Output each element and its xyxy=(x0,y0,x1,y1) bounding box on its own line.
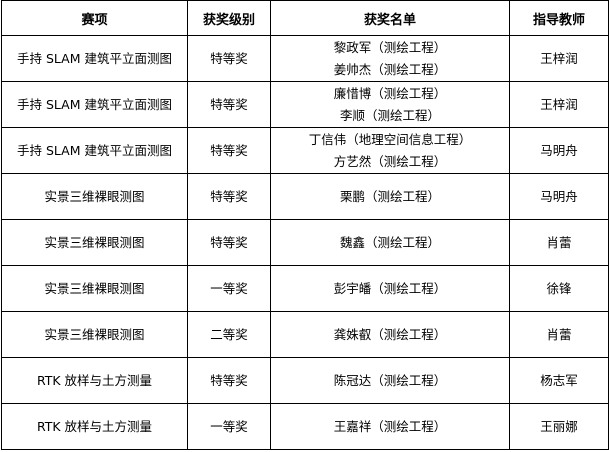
table-row: 实景三维裸眼测图 特等奖 魏鑫（测绘工程） 肖蕾 xyxy=(1,219,609,266)
event-cell: 实景三维裸眼测图 xyxy=(1,311,188,358)
level-cell: 特等奖 xyxy=(187,127,271,174)
level-cell: 一等奖 xyxy=(187,403,271,450)
level-cell: 特等奖 xyxy=(187,35,271,82)
winners-cell: 栗鹏（测绘工程） xyxy=(270,173,510,220)
winners-cell: 丁信伟（地理空间信息工程） 方艺然（测绘工程） xyxy=(270,127,510,174)
event-cell: 实景三维裸眼测图 xyxy=(1,265,188,312)
winner-name: 李顺（测绘工程） xyxy=(339,107,440,123)
advisor-cell: 杨志军 xyxy=(509,357,609,404)
winner-name: 姜帅杰（测绘工程） xyxy=(333,61,447,77)
event-cell: RTK 放样与土方测量 xyxy=(1,403,188,450)
event-cell: 实景三维裸眼测图 xyxy=(1,219,188,266)
winner-name: 廉惜博（测绘工程） xyxy=(333,85,447,101)
header-advisor: 指导教师 xyxy=(509,0,609,36)
header-winners: 获奖名单 xyxy=(270,0,510,36)
level-cell: 特等奖 xyxy=(187,173,271,220)
advisor-cell: 马明舟 xyxy=(509,173,609,220)
table-row: RTK 放样与土方测量 特等奖 陈冠达（测绘工程） 杨志军 xyxy=(1,357,609,404)
winner-name: 王嘉祥（测绘工程） xyxy=(333,418,447,434)
winners-cell: 魏鑫（测绘工程） xyxy=(270,219,510,266)
event-cell: RTK 放样与土方测量 xyxy=(1,357,188,404)
winner-name: 栗鹏（测绘工程） xyxy=(339,188,440,204)
header-row: 赛项 获奖级别 获奖名单 指导教师 xyxy=(1,0,609,36)
level-cell: 特等奖 xyxy=(187,81,271,128)
winners-cell: 廉惜博（测绘工程） 李顺（测绘工程） xyxy=(270,81,510,128)
advisor-cell: 王梓润 xyxy=(509,35,609,82)
advisor-cell: 肖蕾 xyxy=(509,311,609,358)
event-cell: 实景三维裸眼测图 xyxy=(1,173,188,220)
winners-cell: 彭宇皤（测绘工程） xyxy=(270,265,510,312)
level-cell: 二等奖 xyxy=(187,311,271,358)
table-row: 手持 SLAM 建筑平立面测图 特等奖 丁信伟（地理空间信息工程） 方艺然（测绘工程）… xyxy=(1,127,609,174)
table-row: 手持 SLAM 建筑平立面测图 特等奖 廉惜博（测绘工程） 李顺（测绘工程） 王梓润 xyxy=(1,81,609,128)
winner-name: 陈冠达（测绘工程） xyxy=(333,372,447,388)
table-row: 实景三维裸眼测图 特等奖 栗鹏（测绘工程） 马明舟 xyxy=(1,173,609,220)
winner-name: 丁信伟（地理空间信息工程） xyxy=(308,131,472,147)
advisor-cell: 王丽娜 xyxy=(509,403,609,450)
event-cell: 手持 SLAM 建筑平立面测图 xyxy=(1,81,188,128)
advisor-cell: 肖蕾 xyxy=(509,219,609,266)
event-cell: 手持 SLAM 建筑平立面测图 xyxy=(1,127,188,174)
level-cell: 特等奖 xyxy=(187,357,271,404)
table-row: 手持 SLAM 建筑平立面测图 特等奖 黎政军（测绘工程） 姜帅杰（测绘工程） 王梓润 xyxy=(1,35,609,82)
winner-name: 黎政军（测绘工程） xyxy=(333,39,447,55)
advisor-cell: 王梓润 xyxy=(509,81,609,128)
winner-name: 魏鑫（测绘工程） xyxy=(339,234,440,250)
level-cell: 特等奖 xyxy=(187,219,271,266)
level-cell: 一等奖 xyxy=(187,265,271,312)
table-row: 实景三维裸眼测图 一等奖 彭宇皤（测绘工程） 徐锋 xyxy=(1,265,609,312)
table-row: 实景三维裸眼测图 二等奖 龚姝叡（测绘工程） 肖蕾 xyxy=(1,311,609,358)
advisor-cell: 马明舟 xyxy=(509,127,609,174)
winner-name: 彭宇皤（测绘工程） xyxy=(333,280,447,296)
winners-cell: 王嘉祥（测绘工程） xyxy=(270,403,510,450)
winner-name: 龚姝叡（测绘工程） xyxy=(333,326,447,342)
header-level: 获奖级别 xyxy=(187,0,271,36)
header-event: 赛项 xyxy=(1,0,188,36)
winners-cell: 陈冠达（测绘工程） xyxy=(270,357,510,404)
table-row: RTK 放样与土方测量 一等奖 王嘉祥（测绘工程） 王丽娜 xyxy=(1,403,609,450)
advisor-cell: 徐锋 xyxy=(509,265,609,312)
winner-name: 方艺然（测绘工程） xyxy=(333,153,447,169)
event-cell: 手持 SLAM 建筑平立面测图 xyxy=(1,35,188,82)
winners-cell: 黎政军（测绘工程） 姜帅杰（测绘工程） xyxy=(270,35,510,82)
winners-cell: 龚姝叡（测绘工程） xyxy=(270,311,510,358)
